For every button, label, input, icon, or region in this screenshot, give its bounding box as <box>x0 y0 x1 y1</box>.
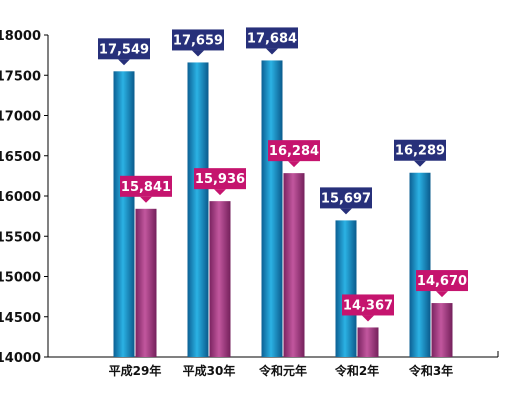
value-label-text: 15,841 <box>121 180 171 195</box>
y-tick-label: 17000 <box>0 110 41 125</box>
value-label-text: 14,367 <box>343 298 393 313</box>
value-label-text: 17,659 <box>173 33 223 48</box>
value-label: 16,289 <box>394 139 446 167</box>
value-label: 17,684 <box>246 27 298 55</box>
value-label-pointer <box>414 160 426 167</box>
value-label-box <box>120 175 172 197</box>
value-label-pointer <box>192 50 204 57</box>
value-label-text: 17,549 <box>99 42 149 57</box>
value-label-text: 15,697 <box>321 191 371 206</box>
value-label-box <box>394 139 446 161</box>
value-label-pointer <box>362 315 374 322</box>
value-label-text: 14,670 <box>417 274 467 289</box>
bar-s1 <box>409 172 431 357</box>
value-label-box <box>268 140 320 162</box>
value-label: 17,659 <box>172 29 224 57</box>
y-axis-ticks: 14000 14500 15000 15500 16000 16500 17000 17500… <box>0 29 48 366</box>
value-label-pointer <box>266 48 278 55</box>
value-label-pointer <box>288 161 300 168</box>
value-label: 14,367 <box>342 294 394 322</box>
bar-s2 <box>357 327 379 357</box>
bar-s2 <box>135 208 157 357</box>
value-label-box <box>172 29 224 51</box>
value-label-box <box>342 294 394 316</box>
value-label-pointer <box>118 59 130 66</box>
value-label: 14,670 <box>416 270 468 298</box>
value-label-pointer <box>436 291 448 298</box>
value-label-pointer <box>140 196 152 203</box>
x-category-label: 令和2年 <box>334 363 379 378</box>
value-label: 16,284 <box>268 140 320 168</box>
value-label: 15,936 <box>194 168 246 196</box>
value-label-text: 16,284 <box>269 144 319 159</box>
y-tick-label: 14000 <box>0 351 41 366</box>
bar-s1 <box>335 220 357 357</box>
value-labels: 17,549 15,841 17,659 15,936 17,684 16,284 15,6… <box>98 27 468 322</box>
bar-s2 <box>283 173 305 357</box>
value-label: 15,697 <box>320 187 372 215</box>
x-category-label: 平成29年 <box>109 363 162 378</box>
value-label: 15,841 <box>120 175 172 203</box>
value-label-pointer <box>340 208 352 215</box>
bar-s1 <box>113 71 135 358</box>
bar-s1 <box>261 60 283 358</box>
value-label-text: 15,936 <box>195 172 245 187</box>
value-label-text: 16,289 <box>395 144 445 159</box>
value-label-box <box>246 27 298 49</box>
bar-s2 <box>431 303 453 357</box>
x-category-label: 令和元年 <box>258 363 307 378</box>
y-tick-label: 16500 <box>0 150 41 165</box>
value-label-box <box>194 168 246 190</box>
value-label-box <box>320 187 372 209</box>
y-tick-label: 15000 <box>0 271 41 286</box>
y-tick-label: 17500 <box>0 69 41 84</box>
value-label-pointer <box>214 189 226 196</box>
y-tick-label: 16000 <box>0 190 41 205</box>
y-tick-label: 15500 <box>0 230 41 245</box>
bars <box>113 60 453 358</box>
value-label-box <box>416 270 468 292</box>
value-label: 17,549 <box>98 38 150 66</box>
bar-s1 <box>187 62 209 357</box>
x-category-label: 令和3年 <box>408 363 453 378</box>
bar-s2 <box>209 201 231 357</box>
y-tick-label: 18000 <box>0 29 41 44</box>
x-category-label: 平成30年 <box>183 363 236 378</box>
x-axis-labels: 平成29年 平成30年 令和元年 令和2年 令和3年 <box>109 363 454 378</box>
value-label-box <box>98 38 150 60</box>
y-tick-label: 14500 <box>0 311 41 326</box>
value-label-text: 17,684 <box>247 31 297 46</box>
